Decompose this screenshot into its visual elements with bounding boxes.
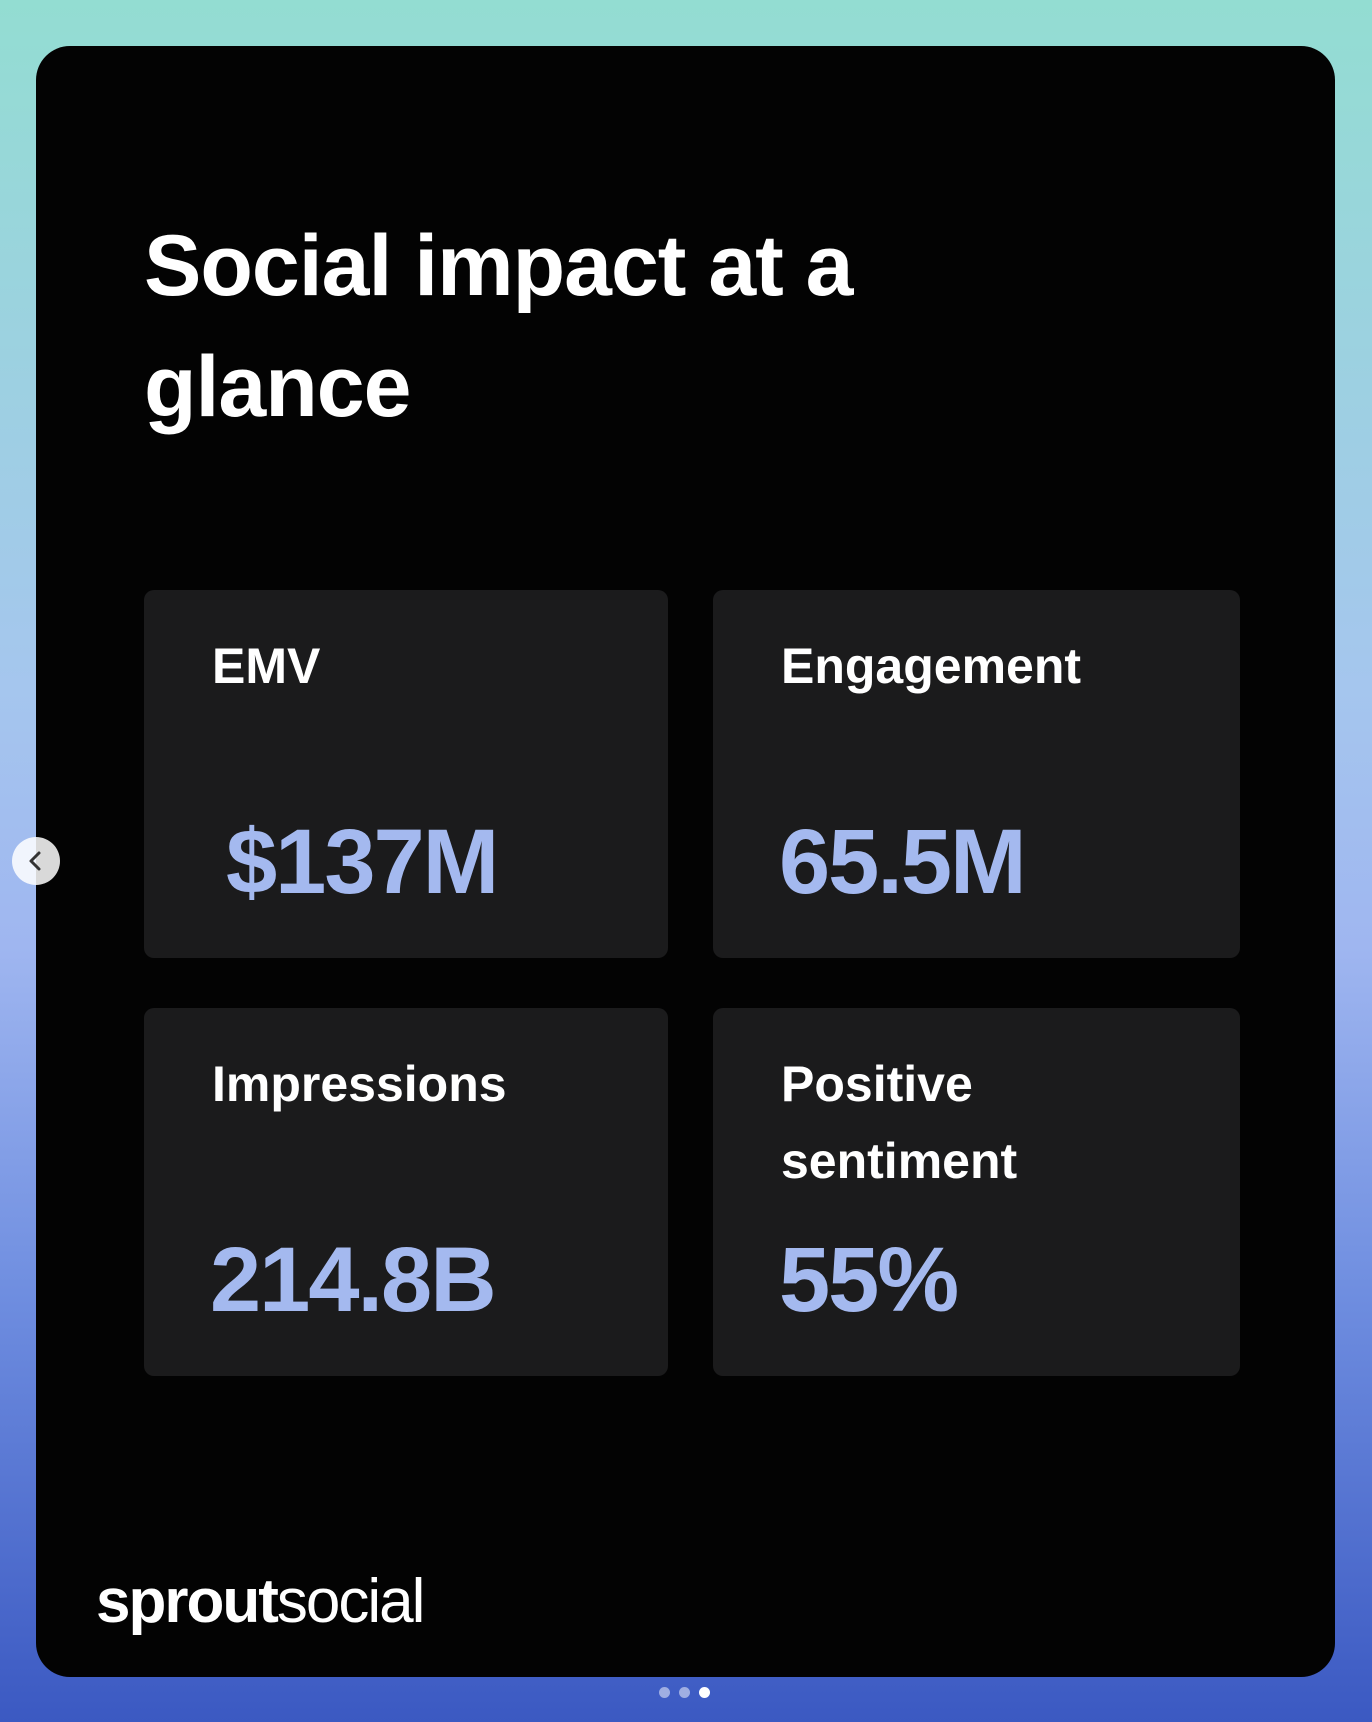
metric-tile: Engagement 65.5M [713, 590, 1240, 958]
carousel-dot-active[interactable] [699, 1687, 710, 1698]
carousel-dot[interactable] [679, 1687, 690, 1698]
carousel-dot[interactable] [659, 1687, 670, 1698]
metric-label: Impressions [212, 1056, 507, 1112]
metric-value: 65.5M [779, 811, 1027, 913]
metric-tile: EMV $137M [144, 590, 668, 958]
metric-label: Engagement [781, 638, 1082, 694]
slide-title: Social impact at a glance [144, 218, 854, 435]
metric-value: 55% [779, 1229, 959, 1331]
brand-light: social [276, 1567, 426, 1636]
metric-value: 214.8B [210, 1229, 497, 1331]
chevron-icon [29, 851, 41, 871]
metric-tile: Positive sentiment 55% [713, 1008, 1240, 1376]
slide-card: Social impact at a glance EMV $137M Enga… [36, 46, 1335, 1677]
brand-logo: sproutsocial [96, 1566, 426, 1637]
previous-button[interactable] [12, 837, 60, 885]
metric-label: Positive sentiment [781, 1056, 1018, 1189]
metric-value: $137M [226, 811, 499, 913]
brand-bold: sprout [96, 1567, 279, 1636]
metric-tile: Impressions 214.8B [144, 1008, 668, 1376]
metric-label: EMV [212, 638, 321, 694]
